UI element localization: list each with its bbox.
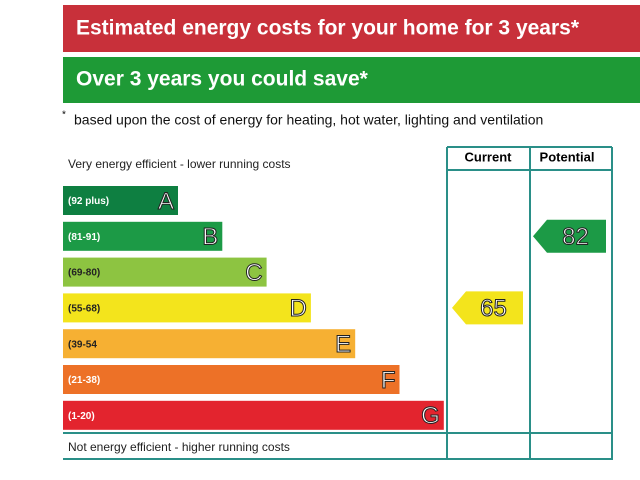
band-letter: E (335, 331, 351, 358)
band-range: (92 plus) (68, 196, 109, 207)
band-range: (39-54 (68, 339, 97, 350)
band-range: (55-68) (68, 304, 100, 315)
band-letter: G (421, 403, 440, 430)
current-arrow (452, 291, 523, 325)
band-letter: D (290, 295, 307, 322)
band-bar (63, 400, 444, 430)
current-rating: 65 (480, 295, 507, 322)
savings: Over 3 years you could save* (76, 68, 369, 91)
band-bar (63, 365, 400, 394)
footnote-mark: * (62, 110, 66, 121)
band-letter: A (158, 188, 174, 215)
title: Estimated energy costs for your home for… (76, 17, 580, 40)
potential-rating: 82 (562, 224, 589, 251)
band-bar (63, 293, 311, 323)
footnote: based upon the cost of energy for heatin… (74, 112, 543, 128)
band-letter: B (202, 224, 218, 251)
column-header: Current (465, 149, 513, 164)
top-label: Very energy efficient - lower running co… (68, 157, 291, 171)
band-letter: C (245, 259, 262, 286)
potential-arrow (533, 219, 606, 253)
band-range: (69-80) (68, 268, 100, 279)
band-range: (81-91) (68, 232, 100, 243)
band-bar (63, 329, 356, 359)
frame (63, 146, 613, 460)
band-bar (63, 257, 267, 287)
band-range: (1-20) (68, 411, 95, 422)
title-bar (63, 5, 640, 52)
savings-bar (63, 57, 640, 103)
bottom-label: Not energy efficient - higher running co… (68, 440, 290, 454)
band-letter: F (381, 367, 396, 394)
band-range: (21-38) (68, 375, 100, 386)
column-header: Potential (540, 149, 595, 164)
band-bar (63, 221, 223, 251)
band-bar (63, 186, 178, 215)
